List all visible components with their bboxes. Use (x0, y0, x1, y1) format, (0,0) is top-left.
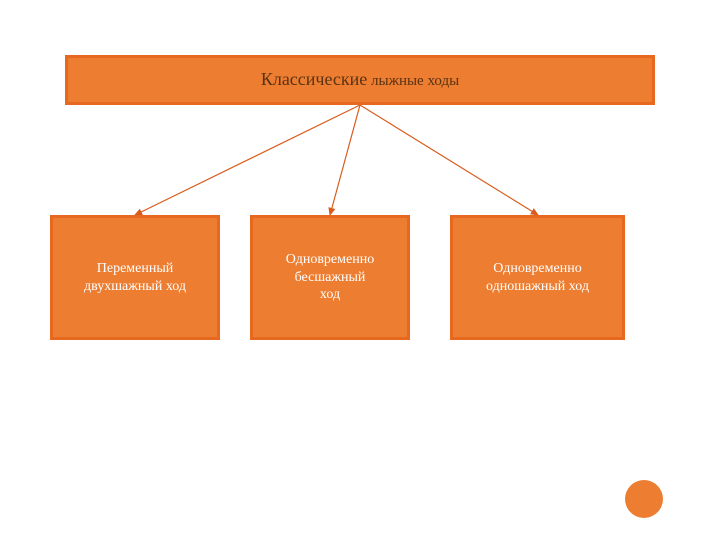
corner-decorative-dot (625, 480, 663, 518)
root-node-label: Классические лыжные ходы (261, 69, 459, 91)
child-node: Одновременно одношажный ход (450, 215, 625, 340)
connector-line (330, 105, 360, 215)
child-node-label: Переменный двухшажный ход (59, 260, 211, 295)
connector-line (135, 105, 360, 215)
child-node-label: Одновременно одношажный ход (459, 260, 616, 295)
arrow-lines-group (135, 105, 538, 215)
child-node: Переменный двухшажный ход (50, 215, 220, 340)
root-title-main: Классические (261, 69, 367, 89)
slide-stage: Классические лыжные ходы Переменный двух… (0, 0, 720, 540)
child-node-label: Одновременно бесшажный ход (259, 251, 401, 304)
connector-line (360, 105, 538, 215)
root-node: Классические лыжные ходы (65, 55, 655, 105)
child-node: Одновременно бесшажный ход (250, 215, 410, 340)
root-title-sub: лыжные ходы (367, 73, 459, 89)
